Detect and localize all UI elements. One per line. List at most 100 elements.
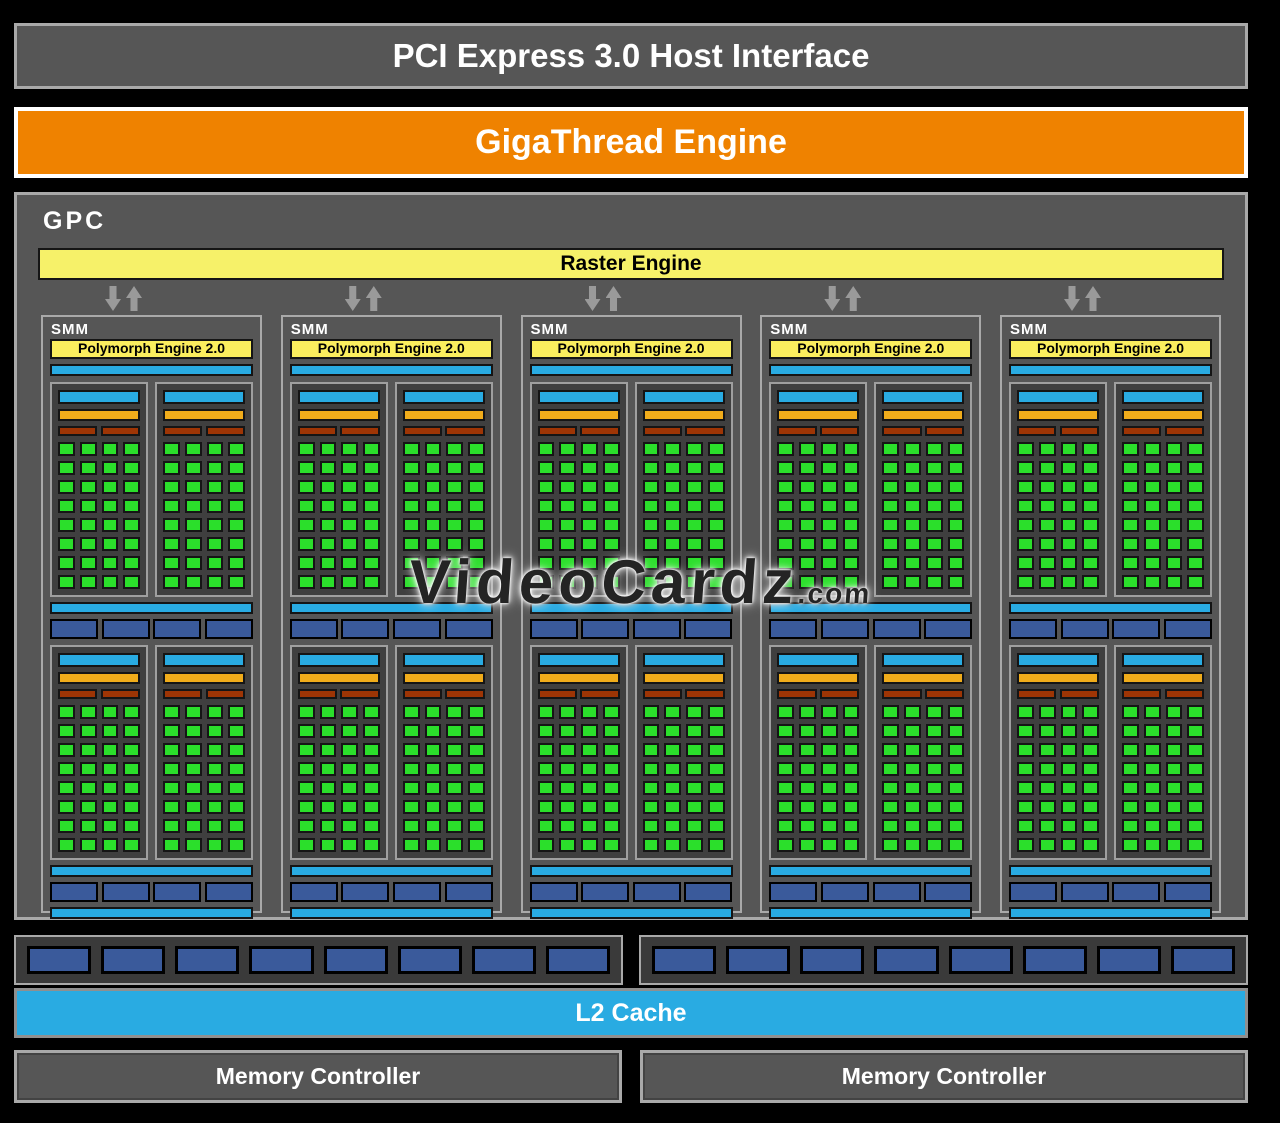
cuda-core [707,724,725,738]
cuda-core [642,762,660,776]
arrow-down-icon [105,286,121,311]
smm-label: SMM [51,321,89,338]
cuda-core [297,800,315,814]
cuda-core [297,819,315,833]
texture-unit [289,619,338,639]
cuda-core [1143,499,1161,513]
cuda-core [1122,819,1139,833]
cuda-core [1187,442,1204,456]
rop-partition-row [14,935,1248,985]
cuda-core [297,838,315,852]
cuda-core [163,537,180,551]
texture-unit-row [769,882,973,902]
cuda-core-grid [163,442,245,589]
processing-block-pair [289,382,493,597]
cuda-core-grid [58,442,140,589]
cuda-core [402,838,420,852]
texture-unit [50,882,98,902]
dispatch-unit [58,689,98,699]
cuda-core [101,575,119,589]
cuda-core [842,575,860,589]
polymorph-engine-bar: Polymorph Engine 2.0 [50,339,253,359]
cuda-core [184,819,202,833]
cuda-core [163,442,180,456]
cuda-core [882,461,899,475]
cuda-core [904,499,921,513]
cuda-core [799,499,816,513]
cuda-core [559,537,576,551]
cuda-core-grid [58,705,140,852]
cuda-core [947,800,965,814]
cuda-core [402,724,420,738]
texture-unit [581,619,630,639]
cuda-core [297,461,315,475]
smm-processing-subblock [1009,645,1107,860]
cuda-core [559,800,576,814]
dispatch-unit [163,689,203,699]
cuda-core [642,537,660,551]
cuda-core [341,537,358,551]
cuda-core [1038,800,1056,814]
arrow-up-icon [605,286,622,311]
warp-scheduler-bar [402,672,485,684]
dispatch-unit-row [642,689,725,699]
cuda-core [559,838,576,852]
cuda-core [707,762,725,776]
cuda-core [1187,838,1204,852]
cuda-core [297,537,315,551]
cuda-core [686,781,703,795]
rop-unit [101,946,166,974]
cuda-core [1143,518,1161,532]
cuda-core [537,499,555,513]
cuda-core [602,442,620,456]
rop-unit [1096,946,1161,974]
cuda-core [707,518,725,532]
cuda-core [1187,518,1204,532]
dispatch-unit [1122,689,1162,699]
cuda-core [537,724,555,738]
cuda-core [58,800,75,814]
cuda-core [228,556,245,570]
cuda-core [1038,556,1056,570]
texture-unit [820,882,869,902]
cuda-core [184,537,202,551]
cuda-core [947,537,965,551]
cuda-core [777,480,794,494]
warp-scheduler-bar [882,672,965,684]
cuda-core [842,762,860,776]
texture-unit [769,882,818,902]
rop-unit [249,946,314,974]
warp-scheduler-bar [537,672,620,684]
cuda-core [101,499,119,513]
cuda-core [1165,575,1183,589]
cuda-core [319,743,337,757]
cuda-core [446,762,463,776]
cuda-core [1165,499,1183,513]
rop-unit [726,946,791,974]
texture-unit-row [289,619,493,639]
cuda-core [58,781,75,795]
cuda-core [163,575,180,589]
cuda-core [904,537,921,551]
cuda-core [319,762,337,776]
cuda-core [1122,461,1139,475]
processing-block-pair [1009,382,1212,597]
cuda-core-grid [882,442,965,589]
cuda-core [1143,461,1161,475]
cuda-core [581,800,598,814]
cuda-core [1060,461,1078,475]
cuda-core [341,518,358,532]
smm-block: SMM Polymorph Engine 2.0 [280,315,502,919]
cuda-core [1165,743,1183,757]
cuda-core [820,838,838,852]
cuda-core [537,480,555,494]
smm-processing-subblock [874,382,973,597]
cuda-core [820,442,838,456]
cuda-core [297,480,315,494]
cuda-core [101,556,119,570]
instruction-cache-bar [529,364,733,376]
cuda-core [297,575,315,589]
cuda-core [58,480,75,494]
dispatch-unit [819,426,860,436]
cuda-core [799,575,816,589]
